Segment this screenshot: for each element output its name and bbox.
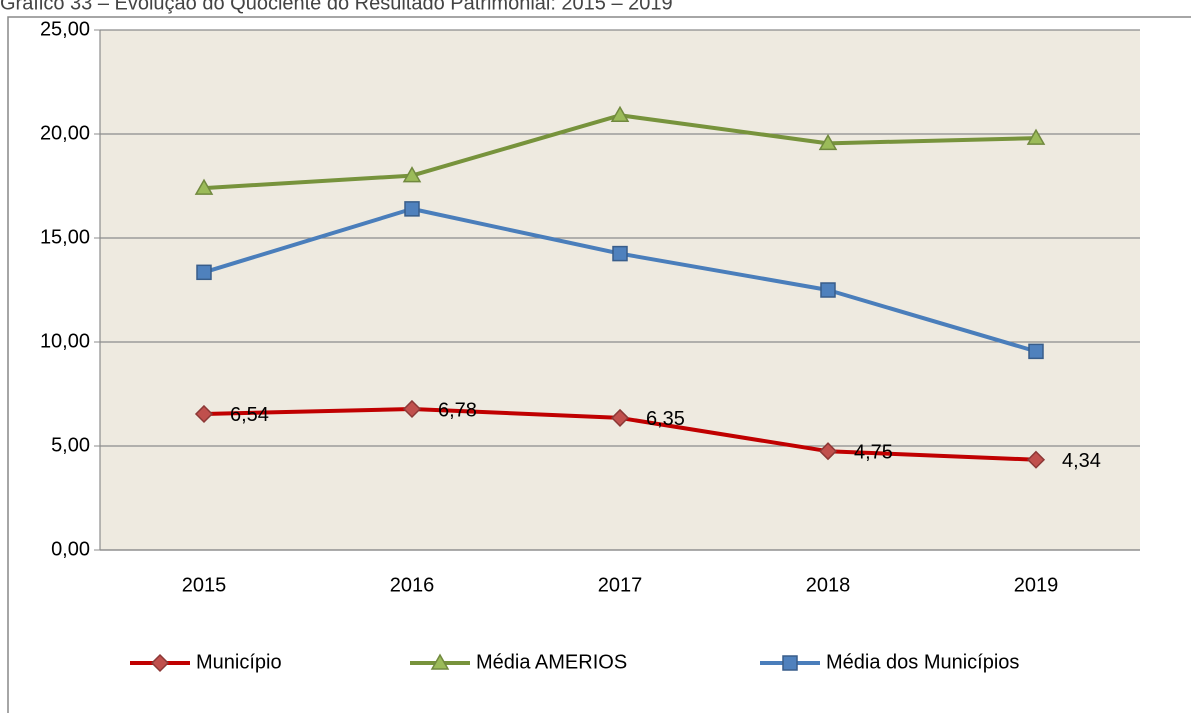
x-tick-label: 2018 — [806, 574, 851, 596]
data-point — [818, 442, 838, 461]
data-point — [610, 408, 630, 427]
x-tick-label: 2015 — [182, 574, 227, 596]
data-point — [402, 399, 422, 419]
data-label: 6,78 — [438, 399, 477, 421]
legend-label: Média dos Municípios — [826, 651, 1019, 673]
data-point — [610, 105, 630, 123]
y-tick-label: 15,00 — [40, 226, 90, 248]
data-point — [194, 404, 214, 424]
data-point — [1028, 343, 1044, 360]
y-tick-label: 20,00 — [40, 122, 90, 144]
data-point — [196, 264, 212, 281]
data-label: 4,34 — [1062, 450, 1101, 472]
data-point — [1026, 450, 1046, 469]
y-tick-label: 5,00 — [51, 434, 90, 456]
data-point — [404, 201, 420, 217]
data-point — [402, 166, 422, 183]
legend-label: Município — [196, 651, 282, 673]
x-tick-label: 2017 — [598, 574, 643, 596]
chart-title: Gráfico 33 – Evolução do Quociente do Re… — [0, 0, 673, 14]
y-tick-label: 0,00 — [51, 538, 90, 560]
data-label: 6,35 — [646, 408, 685, 430]
y-tick-label: 25,00 — [40, 18, 90, 40]
legend-marker — [430, 653, 450, 670]
data-point — [612, 245, 628, 262]
legend-marker — [782, 655, 798, 671]
y-tick-label: 10,00 — [40, 330, 90, 352]
data-point — [818, 133, 838, 151]
data-point — [1026, 128, 1046, 145]
legend-marker — [150, 653, 170, 673]
x-tick-label: 2019 — [1014, 574, 1059, 596]
data-point — [194, 178, 214, 195]
data-label: 6,54 — [230, 404, 269, 426]
data-point — [820, 282, 836, 298]
legend-label: Média AMERIOS — [476, 651, 627, 673]
data-label: 4,75 — [854, 441, 893, 463]
x-tick-label: 2016 — [390, 574, 435, 596]
